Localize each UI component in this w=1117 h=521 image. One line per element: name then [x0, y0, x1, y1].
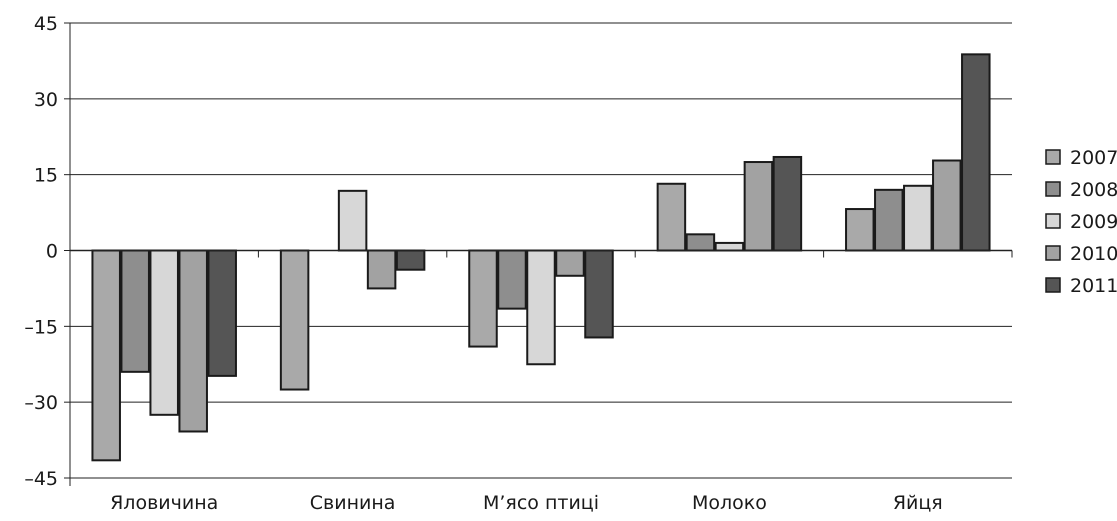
bar-2009-3 [526, 249, 556, 366]
bar-2007-3 [468, 249, 498, 348]
bars [91, 53, 991, 462]
legend-swatch-2008 [1045, 181, 1061, 197]
bar-2011-1 [207, 249, 237, 377]
bar-2010-5 [932, 159, 962, 252]
legend-swatch-2011 [1045, 277, 1061, 293]
legend-swatch-2010 [1045, 245, 1061, 261]
legend-label-2007: 2007 [1070, 147, 1117, 169]
bar-2009-4 [714, 241, 745, 252]
bar-2008-4 [685, 233, 716, 252]
legend-swatch-2007 [1045, 149, 1061, 165]
y-tick-label: 45 [34, 13, 58, 35]
x-category-label: Молоко [692, 492, 767, 514]
axes [64, 22, 1013, 486]
x-category-label: Яловичина [110, 492, 218, 514]
legend: 2007 2008 2009 2010 2011 [1045, 147, 1117, 297]
y-axis-tick-labels: 45 30 15 0 –15 –30 –45 [24, 13, 58, 490]
bar-2009-2 [337, 189, 368, 252]
y-tick-label: 15 [34, 165, 58, 187]
bar-2007-1 [91, 249, 121, 462]
legend-label-2009: 2009 [1070, 211, 1117, 233]
bar-2008-5 [874, 188, 904, 252]
bar-2009-5 [903, 184, 933, 252]
bar-2008-1 [120, 249, 150, 373]
bar-2011-5 [961, 53, 991, 252]
bar-2007-5 [845, 208, 875, 252]
bar-2007-2 [279, 249, 310, 391]
bar-2010-1 [178, 249, 208, 433]
bar-2010-3 [555, 249, 585, 277]
y-tick-label: 0 [46, 241, 58, 263]
bar-2011-3 [584, 249, 614, 339]
y-tick-label: –45 [24, 468, 58, 490]
x-category-label: Свинина [310, 492, 396, 514]
bar-2011-2 [395, 249, 426, 271]
bar-2011-4 [772, 155, 803, 252]
bar-2010-4 [743, 161, 774, 252]
y-tick-label: 30 [34, 89, 58, 111]
bar-2008-3 [497, 249, 527, 310]
legend-swatch-2009 [1045, 213, 1061, 229]
x-axis-category-labels: Яловичина Свинина М’ясо птиці Молоко Яйця [110, 492, 943, 514]
bar-2009-1 [149, 249, 179, 416]
y-tick-label: –30 [24, 392, 58, 414]
x-category-label: М’ясо птиці [483, 492, 599, 514]
legend-label-2011: 2011 [1070, 275, 1117, 297]
y-tick-label: –15 [24, 316, 58, 338]
x-category-label: Яйця [893, 492, 943, 514]
bar-2010-2 [366, 249, 397, 290]
legend-label-2008: 2008 [1070, 179, 1117, 201]
bar-2007-4 [656, 182, 687, 252]
legend-label-2010: 2010 [1070, 243, 1117, 265]
